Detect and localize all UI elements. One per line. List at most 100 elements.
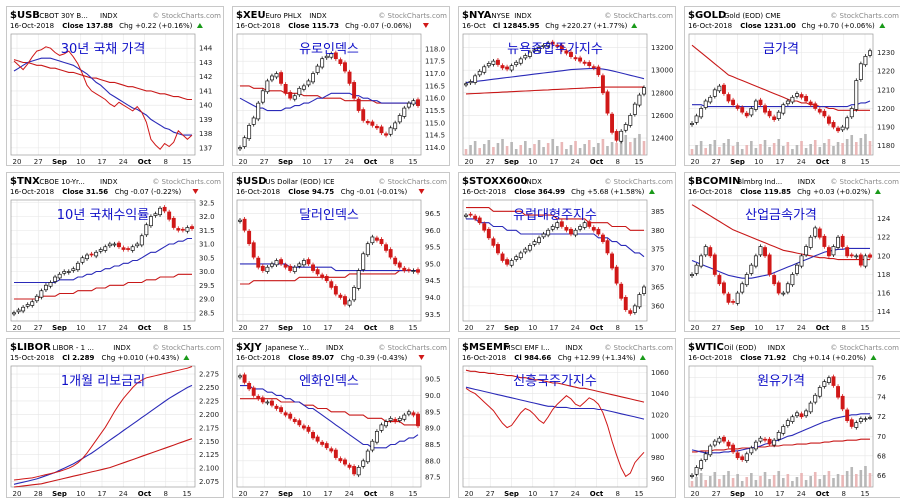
- volume-bar: [836, 142, 840, 155]
- chart-panel[interactable]: $USD US Dollar (EOD) ICE © StockCharts.com…: [232, 172, 450, 332]
- x-tick-label: Oct: [138, 158, 152, 166]
- x-tick-label: 15: [409, 324, 418, 332]
- candle-body: [338, 294, 343, 298]
- y-tick-label: 140: [199, 102, 212, 110]
- chart-panel[interactable]: $XEU Euro PHLX INDX © StockCharts.com 16-Oct…: [232, 6, 450, 166]
- volume-bar: [624, 135, 628, 155]
- candle-body: [559, 221, 564, 227]
- chart-svg: $TNX CBOE 10-Yr... INDX © StockCharts.com 16…: [10, 176, 221, 332]
- x-tick-label: 20: [13, 324, 22, 332]
- chart-panel[interactable]: $USB CBOT 30Y B... INDX © StockCharts.com 16…: [6, 6, 224, 166]
- volume-bar: [722, 475, 726, 487]
- volume-bar: [695, 477, 698, 487]
- chart-name: CBOT 30Y B...: [39, 12, 87, 20]
- x-tick-label: Oct: [364, 490, 378, 498]
- x-tick-label: 17: [550, 324, 559, 332]
- candle-body: [708, 247, 713, 257]
- candle-body: [744, 453, 749, 461]
- x-tick-label: Oct: [138, 490, 152, 498]
- watermark: © StockCharts.com: [152, 178, 221, 186]
- candle-body: [361, 460, 366, 467]
- candle-body: [251, 242, 256, 258]
- candle-body: [406, 269, 411, 271]
- volume-bar: [813, 472, 817, 487]
- y-tick-label: 13000: [651, 67, 673, 75]
- candle-body: [71, 268, 76, 271]
- chart-panel[interactable]: $STOXX600 INDX © StockCharts.com 16-Oct-201…: [458, 172, 676, 332]
- volume-bar: [800, 141, 803, 155]
- candle-body: [619, 283, 624, 299]
- candle-body: [569, 51, 573, 57]
- chart-panel[interactable]: $BCOMIN Blmbrg Ind... INDX © StockCharts.co…: [684, 172, 900, 332]
- ma50-line: [691, 247, 870, 279]
- candle-body: [703, 453, 708, 461]
- x-tick-label: 10: [302, 324, 311, 332]
- volume-bar: [708, 476, 712, 487]
- candle-body: [468, 81, 473, 84]
- volume-bar: [708, 144, 712, 155]
- candle-body: [817, 109, 822, 113]
- chart-panel[interactable]: $GOLD Gold (EOD) CME © StockCharts.com 16-O…: [684, 6, 900, 166]
- candle-body: [731, 444, 736, 453]
- candle-body: [735, 452, 740, 459]
- chart-panel[interactable]: $MSEMF MSCI EMF I... INDX © StockCharts.com…: [458, 338, 676, 498]
- chart-exchange: INDX: [100, 178, 118, 186]
- y-tick-label: 89.5: [425, 408, 441, 416]
- volume-bar: [800, 473, 803, 487]
- candle-body: [840, 395, 845, 410]
- chart-panel[interactable]: $LIBOR LIBOR - 1 ... INDX © StockCharts.com…: [6, 338, 224, 498]
- chart-panel[interactable]: $NYA NYSE INDX © StockCharts.com 16-Oct Cl 12…: [458, 6, 676, 166]
- volume-bar: [546, 143, 550, 155]
- candle-body: [763, 247, 767, 257]
- volume-bar: [514, 149, 518, 155]
- x-tick-label: Oct: [590, 490, 604, 498]
- volume-bar: [804, 148, 808, 155]
- candle-body: [158, 207, 163, 216]
- y-tick-label: 29.0: [199, 296, 215, 304]
- volume-bar: [832, 478, 835, 487]
- x-tick-label: 20: [13, 490, 22, 498]
- volume-bar: [528, 148, 532, 155]
- volume-bar: [791, 149, 794, 155]
- candle-body: [509, 65, 514, 71]
- watermark: © StockCharts.com: [830, 178, 899, 186]
- y-tick-label: 117.5: [425, 58, 445, 66]
- chart-panel[interactable]: $TNX CBOE 10-Yr... INDX © StockCharts.com 16…: [6, 172, 224, 332]
- candle-body: [804, 95, 809, 102]
- volume-bar: [704, 480, 707, 487]
- candle-body: [274, 73, 279, 78]
- candle-body: [587, 62, 592, 67]
- candle-body: [374, 125, 379, 129]
- candle-body: [468, 213, 473, 216]
- candle-body: [518, 252, 523, 259]
- candle-body: [740, 283, 745, 293]
- candle-body: [854, 255, 859, 258]
- y-tick-label: 116.5: [425, 82, 445, 90]
- candle-body: [840, 126, 845, 131]
- y-tick-label: 2.200: [199, 411, 219, 419]
- candle-body: [329, 53, 334, 58]
- candle-body: [637, 294, 642, 308]
- plot-frame: [10, 365, 196, 488]
- chart-panel[interactable]: $WTIC Oil (EOD) INDX © StockCharts.com 16-Oc…: [684, 338, 900, 498]
- volume-bar: [750, 473, 753, 487]
- volume-bar: [813, 140, 817, 155]
- chart-panel[interactable]: $XJY Japanese Y... INDX © StockCharts.com 16…: [232, 338, 450, 498]
- chart-annotation: 유럽대형주지수: [513, 208, 597, 223]
- candle-body: [251, 387, 256, 396]
- change-down-icon: [422, 23, 429, 28]
- candle-body: [726, 293, 731, 303]
- candle-body: [596, 228, 601, 235]
- y-tick-label: 31.5: [199, 227, 215, 235]
- candle-body: [402, 107, 407, 117]
- change-up-icon: [874, 189, 881, 194]
- change-down-icon: [418, 355, 425, 360]
- x-tick-label: 27: [260, 324, 269, 332]
- x-tick-label: 15: [183, 324, 192, 332]
- candle-body: [397, 417, 402, 421]
- chart-svg: $WTIC Oil (EOD) INDX © StockCharts.com 16-Oc…: [688, 342, 899, 497]
- chart-change: Chg -0.39 (-0.43%): [341, 354, 408, 362]
- chart-name: INDX: [524, 178, 542, 186]
- change-up-icon: [879, 23, 886, 28]
